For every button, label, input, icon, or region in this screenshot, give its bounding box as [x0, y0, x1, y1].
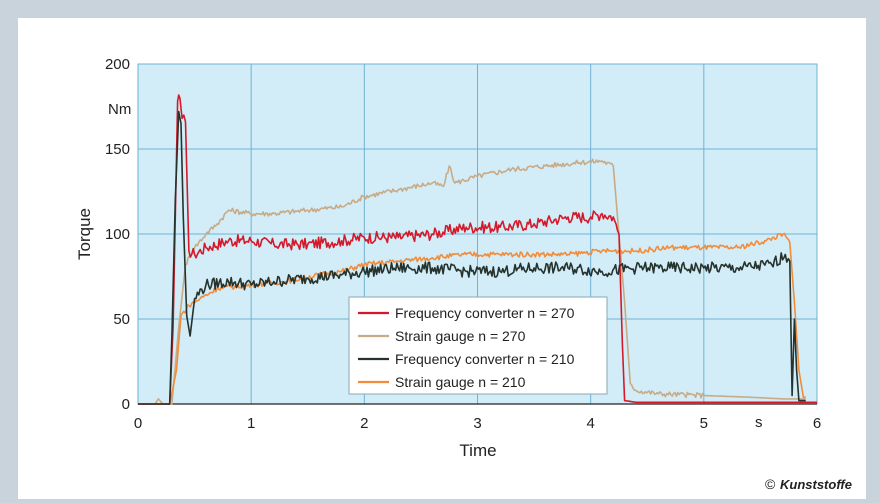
x-unit-label: s [755, 414, 763, 431]
legend-label: Frequency converter n = 210 [395, 351, 575, 367]
x-tick-label: 0 [134, 415, 142, 432]
x-tick-labels: 0 1 2 3 4 5 6 [134, 415, 821, 432]
x-tick-label: 1 [247, 415, 255, 432]
legend-label: Strain gauge n = 210 [395, 374, 526, 390]
y-axis-title: Torque [75, 208, 94, 260]
copyright-symbol: © [765, 476, 776, 492]
y-unit-label: Nm [108, 101, 131, 118]
y-tick-label: 150 [105, 141, 130, 158]
y-tick-label: 0 [122, 396, 130, 413]
y-tick-label: 200 [105, 56, 130, 73]
legend: Frequency converter n = 270 Strain gauge … [349, 297, 607, 394]
x-tick-label: 2 [360, 415, 368, 432]
legend-label: Frequency converter n = 270 [395, 305, 575, 321]
x-axis-title: Time [459, 441, 496, 460]
x-tick-label: 3 [473, 415, 481, 432]
y-tick-label: 100 [105, 226, 130, 243]
x-tick-label: 5 [700, 415, 708, 432]
x-tick-label: 6 [813, 415, 821, 432]
y-tick-label: 50 [113, 311, 130, 328]
x-tick-label: 4 [586, 415, 594, 432]
publisher-credit: Kunststoffe [780, 477, 852, 492]
legend-label: Strain gauge n = 270 [395, 328, 526, 344]
